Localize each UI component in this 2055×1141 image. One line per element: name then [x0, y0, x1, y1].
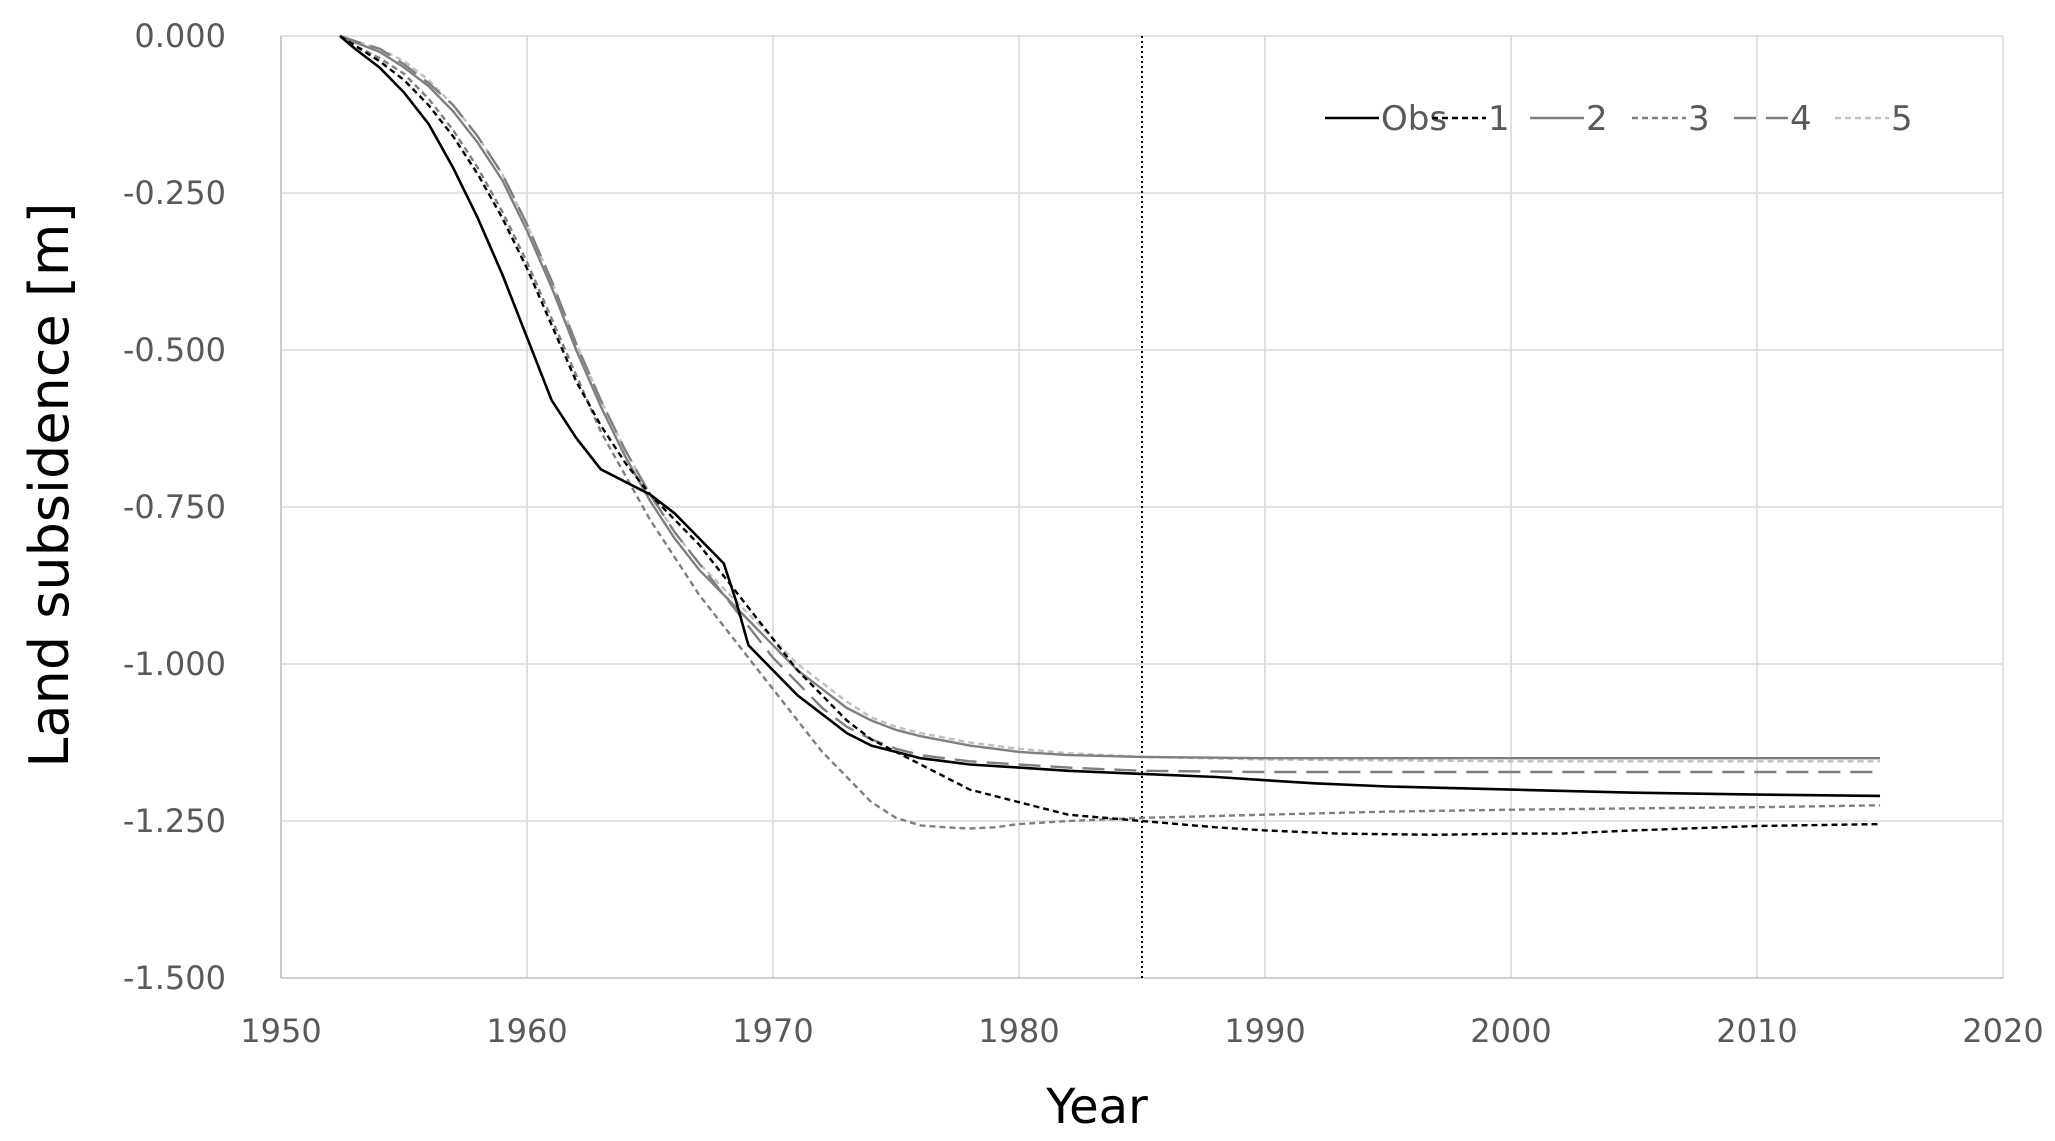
legend: Obs 1 2 3 4 5	[1325, 99, 1913, 139]
x-tick-label: 1950	[240, 1012, 321, 1050]
legend-label-4: 4	[1790, 99, 1812, 139]
series-line-obs	[339, 35, 1881, 798]
y-tick-label: -0.750	[123, 488, 226, 526]
y-tick-label: -1.250	[123, 802, 226, 840]
y-tick-label: -0.250	[123, 174, 226, 212]
legend-label-5: 5	[1891, 99, 1913, 139]
series-line-1	[339, 34, 1881, 836]
legend-label-2: 2	[1586, 99, 1608, 139]
series-line-5	[339, 34, 1880, 763]
x-tick-labels: 1950 1960 1970 1980 1990 2000 2010 2020	[240, 1012, 2043, 1050]
x-tick-label: 2010	[1716, 1012, 1797, 1050]
y-axis-title: Land subsidence [m]	[18, 202, 81, 767]
x-tick-label: 1990	[1224, 1012, 1305, 1050]
x-tick-label: 1970	[732, 1012, 813, 1050]
x-tick-label: 1960	[486, 1012, 567, 1050]
y-tick-label: 0.000	[134, 17, 226, 55]
legend-label-1: 1	[1488, 99, 1510, 139]
x-gridlines	[526, 36, 2004, 978]
x-tick-label: 1980	[978, 1012, 1059, 1050]
x-tick-label: 2000	[1470, 1012, 1551, 1050]
series-line-4	[339, 34, 1880, 774]
x-axis-title: Year	[1045, 1079, 1148, 1135]
x-tick-label: 2020	[1962, 1012, 2043, 1050]
y-tick-labels: 0.000 -0.250 -0.500 -0.750 -1.000 -1.250 -1.50…	[123, 17, 226, 997]
y-tick-label: -1.000	[123, 645, 226, 683]
series-line-3	[339, 34, 1881, 830]
series-layer	[339, 34, 1881, 836]
series-line-2	[339, 34, 1880, 760]
legend-label-3: 3	[1688, 99, 1710, 139]
y-tick-label: -1.500	[123, 959, 226, 997]
y-tick-label: -0.500	[123, 331, 226, 369]
